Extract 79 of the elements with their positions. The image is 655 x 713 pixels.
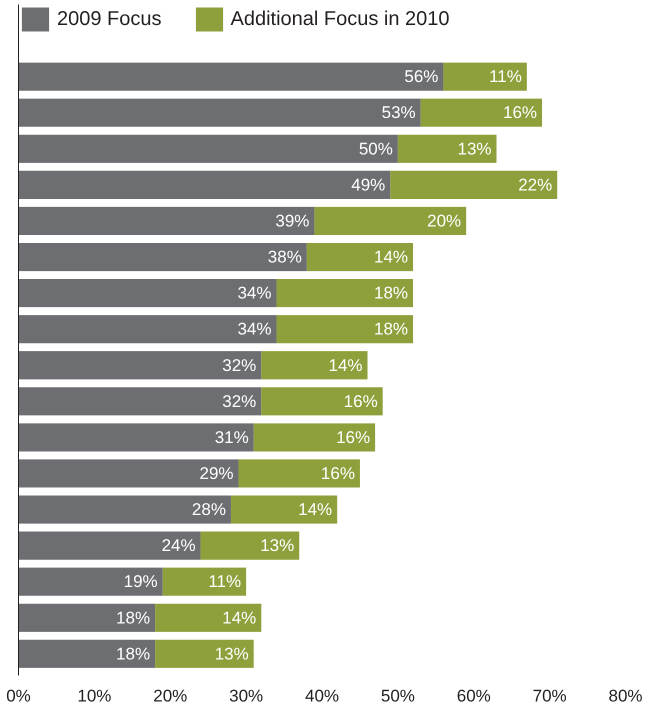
legend-label: 2009 Focus <box>57 8 162 30</box>
data-label: 18% <box>116 644 150 664</box>
data-label: 14% <box>298 500 332 520</box>
data-label: 18% <box>374 320 408 339</box>
bar <box>230 495 338 524</box>
bar <box>314 206 466 236</box>
data-label: 11% <box>208 572 242 592</box>
data-label: 14% <box>222 608 256 628</box>
data-label: 16% <box>503 103 538 122</box>
bar <box>18 387 262 416</box>
bar <box>420 98 542 127</box>
data-label: 14% <box>328 356 363 375</box>
x-tick-label: 70% <box>532 686 567 706</box>
bar <box>18 495 231 524</box>
data-label: 38% <box>268 248 302 267</box>
data-label: 13% <box>214 644 249 664</box>
data-label: 19% <box>124 572 158 592</box>
data-label: 16% <box>344 392 378 411</box>
bar <box>18 206 314 236</box>
data-label: 18% <box>116 608 150 628</box>
x-tick-label: 0% <box>6 686 31 706</box>
bar <box>18 170 390 199</box>
x-tick-label: 80% <box>608 686 643 706</box>
data-label: 50% <box>358 139 393 158</box>
data-label: 56% <box>404 67 438 86</box>
bar <box>18 351 262 380</box>
data-label: 18% <box>374 284 408 303</box>
data-label: 16% <box>336 428 370 447</box>
data-label: 39% <box>275 211 310 230</box>
bar <box>162 568 246 596</box>
bar <box>18 62 444 91</box>
bar <box>238 459 360 488</box>
x-tick-label: 10% <box>77 686 112 706</box>
data-label: 14% <box>374 248 408 267</box>
data-label: 13% <box>457 139 492 158</box>
bar <box>18 315 276 344</box>
bar <box>155 640 254 668</box>
data-label: 31% <box>214 428 249 447</box>
bar <box>18 279 276 308</box>
data-label: 24% <box>162 536 196 556</box>
bar <box>200 532 300 560</box>
bar <box>261 387 383 416</box>
bar <box>390 170 558 199</box>
data-label: 32% <box>222 392 256 411</box>
x-tick-label: 40% <box>304 686 340 706</box>
bar <box>18 459 239 488</box>
x-tick-label: 30% <box>229 686 264 706</box>
bar <box>276 279 414 308</box>
bar <box>18 604 156 632</box>
bar <box>18 242 307 272</box>
x-tick-label: 60% <box>456 686 491 706</box>
data-label: 34% <box>237 284 272 303</box>
bar <box>18 134 398 163</box>
data-label: 34% <box>237 320 272 339</box>
bar <box>155 604 262 632</box>
bar <box>398 134 497 163</box>
bar <box>18 640 156 668</box>
data-label: 28% <box>192 500 226 520</box>
data-label: 11% <box>489 67 522 86</box>
bar <box>18 568 163 596</box>
bar <box>443 62 527 91</box>
data-label: 13% <box>260 536 294 556</box>
x-tick-label: 50% <box>380 686 415 706</box>
bar <box>18 98 421 127</box>
data-label: 53% <box>382 103 416 122</box>
data-label: 20% <box>427 211 462 230</box>
data-label: 32% <box>222 356 256 375</box>
bar <box>306 242 414 272</box>
x-tick-label: 20% <box>153 686 188 706</box>
legend-label: Additional Focus in 2010 <box>230 8 450 30</box>
bar <box>254 423 376 452</box>
bar <box>261 351 368 380</box>
bar <box>276 315 414 344</box>
bar <box>18 532 201 560</box>
data-label: 22% <box>518 175 552 194</box>
data-label: 29% <box>200 464 234 483</box>
data-label: 16% <box>320 464 355 483</box>
data-label: 49% <box>351 175 386 194</box>
bar <box>18 423 254 452</box>
